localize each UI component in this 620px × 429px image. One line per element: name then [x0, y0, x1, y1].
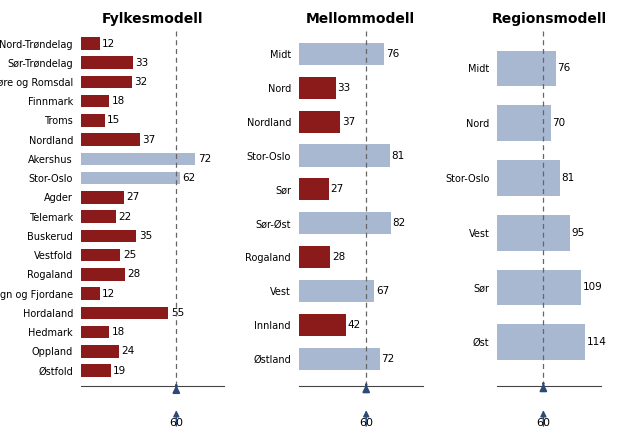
Bar	[497, 106, 551, 141]
Text: 33: 33	[136, 58, 149, 68]
Text: 67: 67	[376, 286, 389, 296]
Text: 72: 72	[198, 154, 211, 164]
Bar	[81, 230, 136, 242]
Bar	[81, 114, 105, 127]
Bar	[81, 287, 100, 300]
Bar	[497, 160, 560, 196]
Bar	[81, 307, 169, 319]
Bar	[81, 76, 131, 88]
Text: 28: 28	[332, 252, 345, 262]
Text: 27: 27	[126, 193, 140, 202]
Bar	[299, 314, 346, 336]
Bar	[81, 249, 120, 261]
Bar	[81, 326, 109, 338]
Text: 81: 81	[392, 151, 405, 160]
Bar	[81, 133, 140, 146]
Text: 95: 95	[572, 228, 585, 238]
Bar	[299, 348, 379, 370]
Bar	[497, 324, 585, 360]
Text: 24: 24	[122, 347, 135, 356]
Text: 82: 82	[392, 218, 406, 228]
Text: 33: 33	[337, 83, 351, 93]
Bar	[81, 365, 111, 377]
Text: 70: 70	[552, 118, 565, 128]
Text: 60: 60	[536, 418, 551, 428]
Bar	[299, 280, 374, 302]
Text: 109: 109	[582, 282, 602, 293]
Text: 25: 25	[123, 250, 136, 260]
Bar	[497, 215, 570, 251]
Bar	[299, 178, 329, 200]
Bar	[81, 268, 125, 281]
Text: 60: 60	[359, 418, 373, 428]
Text: 37: 37	[342, 117, 355, 127]
Text: 62: 62	[182, 173, 195, 183]
Text: 37: 37	[142, 135, 155, 145]
Text: 12: 12	[102, 39, 115, 48]
Bar	[81, 57, 133, 69]
Text: 32: 32	[134, 77, 148, 87]
Bar	[81, 345, 119, 358]
Bar	[81, 172, 180, 184]
Bar	[81, 37, 100, 50]
Title: Regionsmodell: Regionsmodell	[492, 12, 607, 26]
Bar	[299, 43, 384, 65]
Text: 15: 15	[107, 115, 120, 126]
Title: Mellommodell: Mellommodell	[306, 12, 415, 26]
Text: 35: 35	[139, 231, 152, 241]
Bar	[81, 211, 116, 223]
Bar	[497, 51, 556, 86]
Text: 76: 76	[557, 63, 570, 73]
Bar	[299, 145, 390, 166]
Bar	[299, 246, 330, 268]
Text: 72: 72	[381, 354, 395, 364]
Text: 55: 55	[170, 308, 184, 318]
Text: 12: 12	[102, 289, 115, 299]
Bar	[299, 111, 340, 133]
Bar	[497, 270, 582, 305]
Bar	[81, 153, 195, 165]
Text: 22: 22	[118, 212, 131, 222]
Text: 60: 60	[169, 418, 184, 428]
Text: 18: 18	[112, 96, 125, 106]
Text: 81: 81	[561, 173, 574, 183]
Bar	[299, 212, 391, 234]
Bar	[81, 191, 123, 204]
Title: Fylkesmodell: Fylkesmodell	[102, 12, 203, 26]
Text: 27: 27	[330, 184, 344, 194]
Text: 19: 19	[113, 366, 126, 376]
Text: 42: 42	[348, 320, 361, 330]
Text: 18: 18	[112, 327, 125, 337]
Bar	[299, 77, 336, 99]
Text: 76: 76	[386, 49, 399, 59]
Text: 114: 114	[587, 337, 606, 347]
Bar	[81, 95, 109, 108]
Text: 28: 28	[128, 269, 141, 279]
